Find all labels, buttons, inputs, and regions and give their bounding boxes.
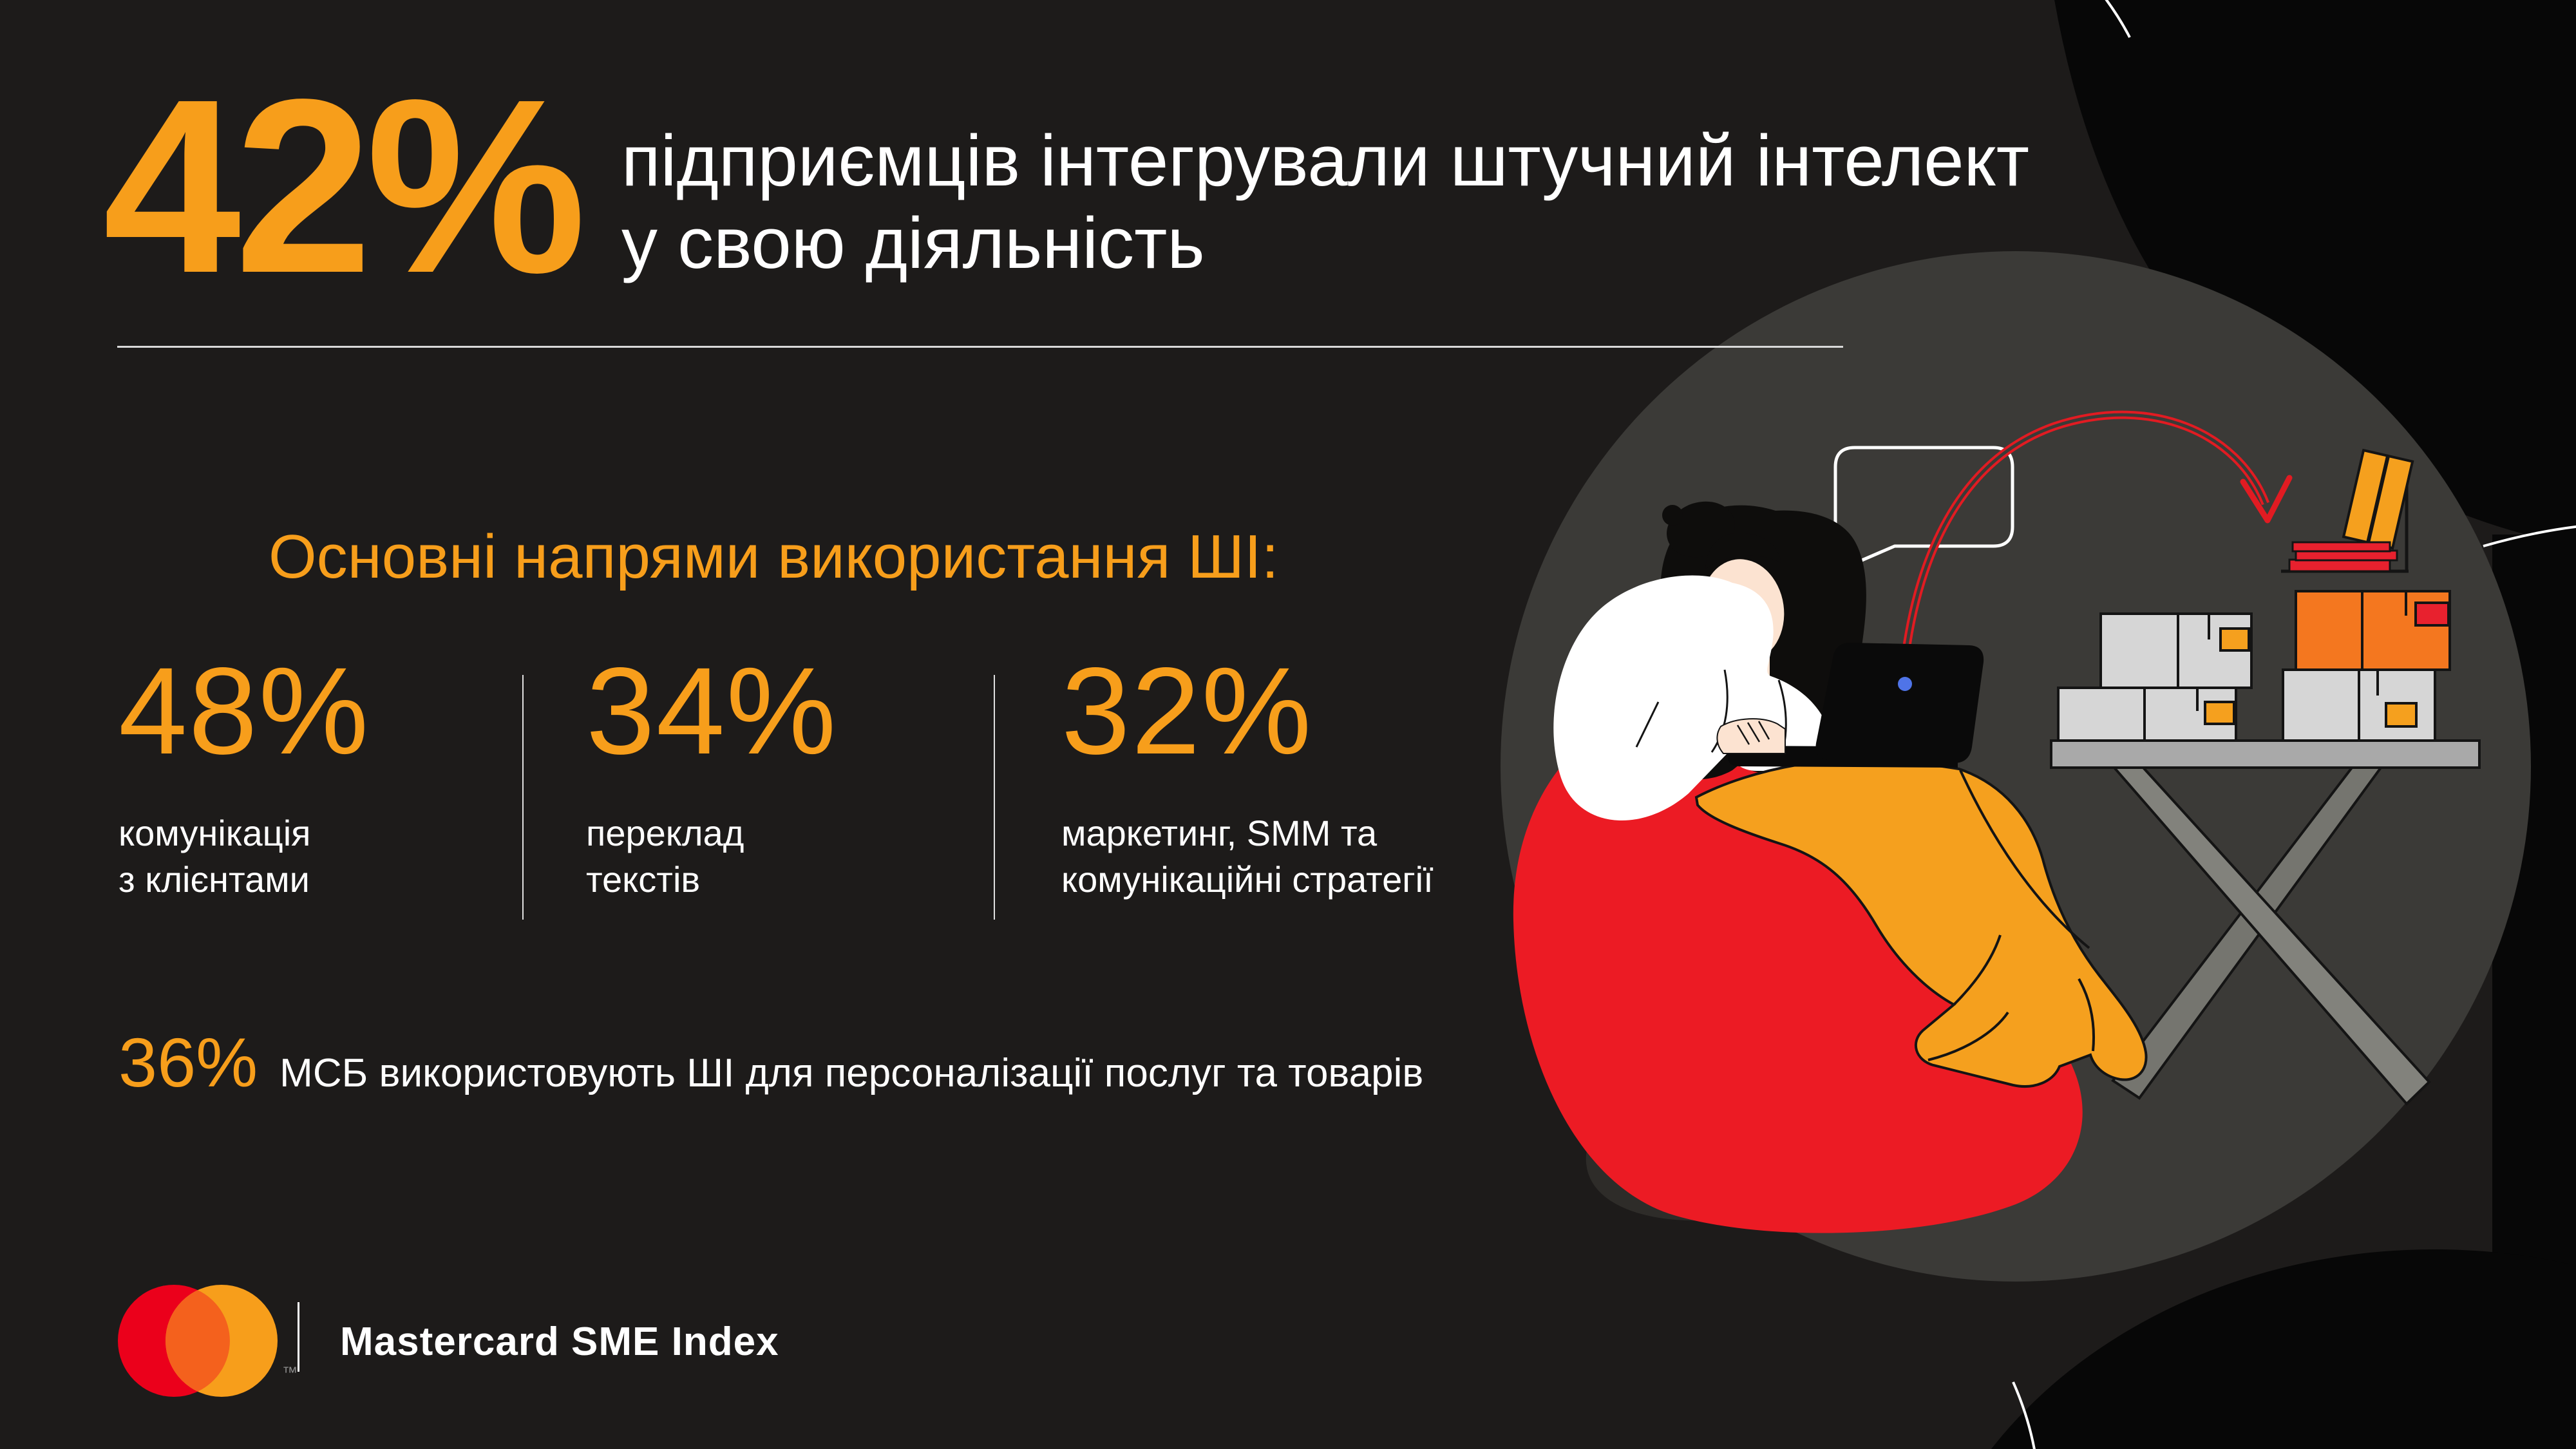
headline-line1: підприємців інтегрували штучний інтелект: [621, 120, 2030, 201]
stat-label-line: комунікація: [118, 813, 311, 853]
fact-percent: 36%: [118, 1023, 258, 1101]
black-top-right-shape: [2054, 0, 2576, 545]
parcel-boxes-left: [2057, 612, 2253, 742]
stat-marketing: 32% маркетинг, SMM та комунікаційні стра…: [1061, 649, 1434, 903]
divider-vertical-1: [522, 675, 524, 920]
stat-value: 32%: [1061, 641, 1313, 780]
section-title: Основні напрями використання ШІ:: [269, 522, 1279, 591]
decorative-arc-right-icon: [2483, 525, 2576, 547]
stat-label-line: переклад: [586, 813, 744, 853]
hero-percent: 42%: [103, 47, 587, 325]
stat-value: 48%: [118, 641, 370, 780]
headline-line2: у свою діяльність: [621, 203, 1205, 283]
divider-logo: [298, 1302, 299, 1372]
parcel-boxes-right: [2282, 590, 2451, 742]
stat-label-line: з клієнтами: [118, 859, 310, 900]
stat-label: комунікація з клієнтами: [118, 810, 370, 903]
stat-label-line: текстів: [586, 859, 701, 900]
stat-label-line: маркетинг, SMM та: [1061, 813, 1378, 853]
fact-row: 36% МСБ використовують ШІ для персоналіз…: [118, 1028, 1423, 1097]
pants: [1694, 757, 2148, 1088]
arrow-icon: [1899, 410, 2293, 670]
mastercard-logo-icon: [118, 1285, 278, 1397]
decorative-arc-bottom-icon: [2012, 1381, 2036, 1449]
laptop-logo-dot: [1898, 677, 1912, 691]
hands: [1716, 718, 1786, 754]
stat-communication: 48% комунікація з клієнтами: [118, 649, 370, 903]
black-bottom-shape: [1991, 1249, 2576, 1449]
laptop-lid: [1815, 643, 1984, 764]
legs-illustration: [1694, 757, 2148, 1088]
divider-horizontal: [117, 346, 1843, 348]
stat-label: маркетинг, SMM та комунікаційні стратегі…: [1061, 810, 1434, 903]
stat-label-line: комунікаційні стратегії: [1061, 859, 1434, 900]
headline: підприємців інтегрували штучний інтелект…: [621, 120, 2029, 285]
beanbag-icon: [1513, 691, 2083, 1233]
trademark-symbol: ™: [282, 1364, 298, 1381]
brand-name: Mastercard SME Index: [340, 1320, 779, 1364]
table-top: [2050, 739, 2481, 769]
stat-label: переклад текстів: [586, 810, 837, 903]
stat-translation: 34% переклад текстів: [586, 649, 837, 903]
divider-vertical-2: [994, 675, 995, 920]
books-icon: [2281, 448, 2414, 573]
decorative-arc-top-icon: [2105, 0, 2131, 38]
fact-text: МСБ використовують ШІ для персоналізації…: [279, 1051, 1424, 1095]
stat-value: 34%: [586, 641, 838, 780]
hair-fringe: [1705, 533, 1781, 569]
